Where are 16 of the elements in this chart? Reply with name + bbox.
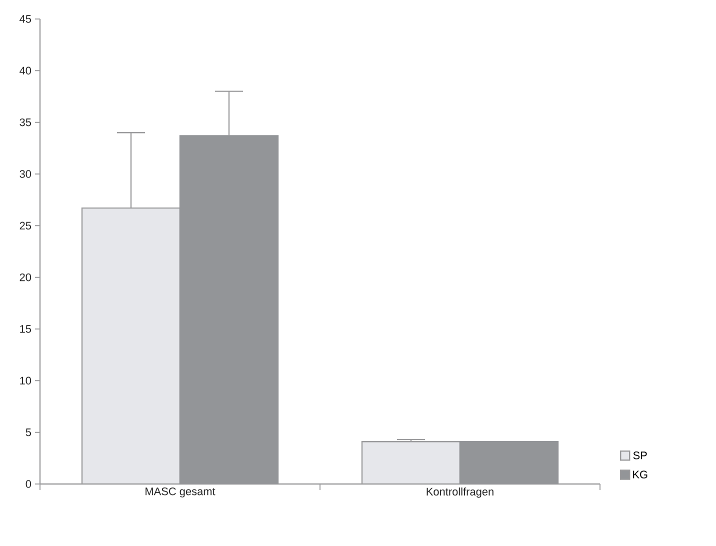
y-tick-label: 25 (20, 222, 32, 230)
y-tick-label: 35 (20, 118, 32, 126)
bar (82, 208, 180, 484)
y-tick-label: 45 (20, 15, 32, 23)
y-tick-label: 10 (20, 376, 32, 385)
legend-label: KG (633, 470, 648, 478)
y-tick-label: 5 (26, 428, 32, 436)
x-tick-label: MASC gesamt (146, 488, 216, 498)
y-tick-label: 15 (20, 325, 32, 333)
bar (361, 441, 461, 484)
y-tick-label: 20 (20, 273, 32, 282)
y-tick-label: 40 (20, 66, 32, 75)
x-tick-label: Kontrollfragen (426, 488, 494, 498)
legend-label: SP (633, 452, 647, 460)
y-tick-label: 30 (20, 170, 32, 178)
y-tick-label: 0 (26, 480, 32, 488)
